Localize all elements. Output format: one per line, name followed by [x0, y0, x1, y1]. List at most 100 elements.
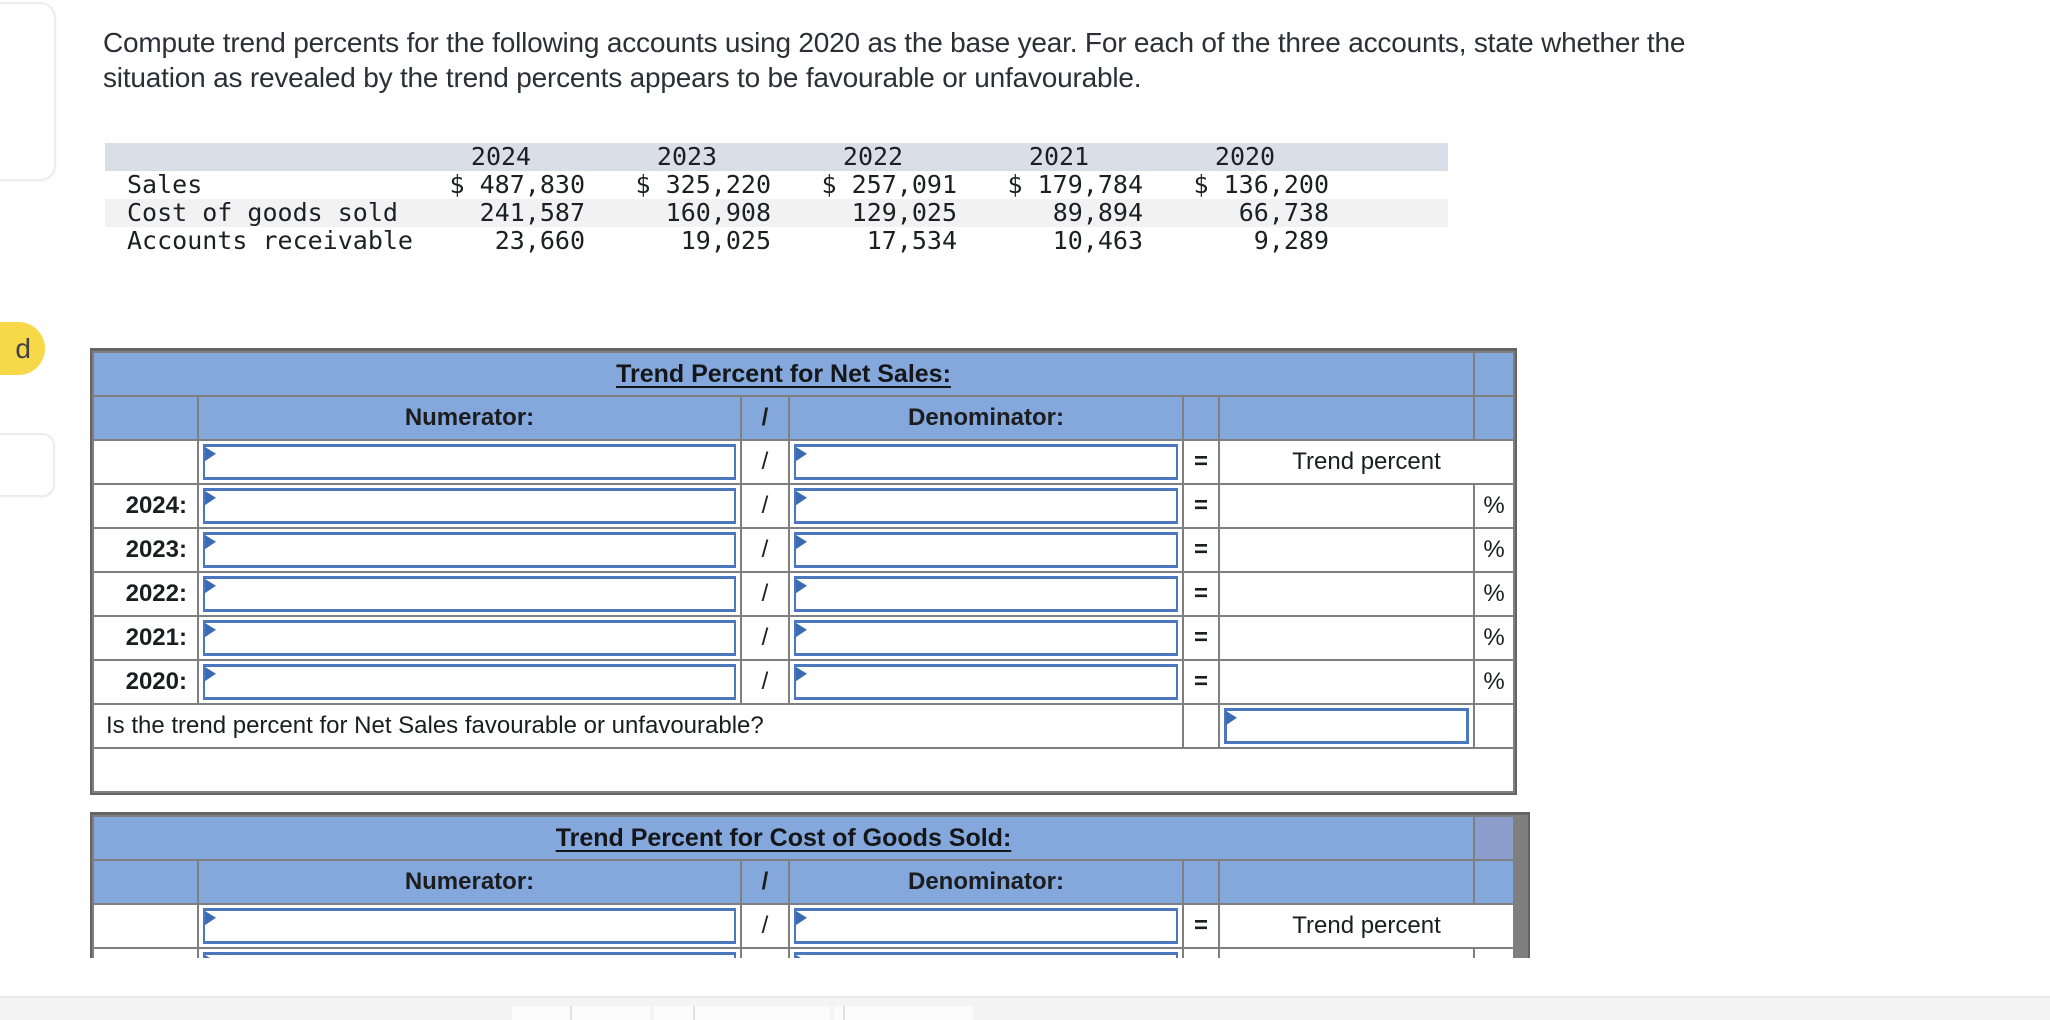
year-label-cell-clipped — [94, 949, 197, 958]
worksheet-title: Trend Percent for Net Sales: — [616, 359, 951, 388]
numerator-input-cell — [199, 617, 740, 659]
header-spacer-cell — [1184, 397, 1218, 439]
table-row-sales: Sales $ 487,830 $ 325,220 $ 257,091 $ 17… — [105, 171, 1448, 199]
instruction-line-1: Compute trend percents for the following… — [103, 27, 1686, 58]
instruction-text: Compute trend percents for the following… — [103, 25, 2003, 95]
toolbar-button-fragment[interactable] — [834, 1006, 973, 1020]
trend-percent-value-cell — [1220, 617, 1473, 659]
cogs-numerator-input[interactable] — [203, 908, 736, 944]
empty-cell — [1184, 705, 1218, 747]
slash-cell: / — [742, 485, 788, 527]
cell-value: 241,587 — [479, 198, 585, 227]
toolbar-button-fragment[interactable] — [512, 1006, 650, 1020]
year-label-2023: 2023: — [94, 529, 197, 571]
denominator-input-cell — [790, 485, 1182, 527]
slash-header: / — [742, 397, 788, 439]
side-panel-fragment-top — [0, 2, 56, 181]
numerator-header: Numerator: — [199, 861, 740, 903]
header-spacer-cell — [94, 861, 197, 903]
worksheet-title: Trend Percent for Cost of Goods Sold: — [555, 823, 1012, 852]
numerator-input-cell — [199, 949, 740, 958]
cell-value: 10,463 — [1052, 226, 1143, 255]
year-label-2021: 2021: — [94, 617, 197, 659]
cogs-denominator-input-2024[interactable] — [794, 952, 1178, 958]
favourable-answer-cell — [1220, 705, 1473, 747]
header-spacer-cell — [1475, 861, 1513, 903]
slash-cell: / — [742, 661, 788, 703]
numerator-input-cell — [199, 661, 740, 703]
cell-value: 129,025 — [851, 198, 957, 227]
year-header: 2021 — [1028, 142, 1090, 171]
cell-value: 17,534 — [866, 226, 957, 255]
equals-cell: = — [1184, 441, 1218, 483]
side-panel-fragment-bottom — [0, 433, 55, 497]
year-header: 2022 — [842, 142, 904, 171]
toolbar-button-fragment[interactable] — [654, 1006, 830, 1020]
numerator-input-cell — [199, 485, 740, 527]
empty-cell — [1475, 705, 1513, 747]
cell-value: 89,894 — [1052, 198, 1143, 227]
cogs-worksheet: Trend Percent for Cost of Goods Sold: Nu… — [90, 812, 1530, 958]
net-sales-question: Is the trend percent for Net Sales favou… — [94, 705, 1182, 747]
net-sales-denominator-input-2022[interactable] — [794, 576, 1178, 612]
cell-value: 19,025 — [680, 226, 771, 255]
cogs-worksheet-clip: Trend Percent for Cost of Goods Sold: Nu… — [90, 812, 1530, 958]
equals-cell: = — [1184, 905, 1218, 947]
slash-cell: / — [742, 617, 788, 659]
net-sales-numerator-input-2021[interactable] — [203, 620, 736, 656]
percent-sign-cell: % — [1475, 485, 1513, 527]
empty-cell — [1184, 949, 1218, 958]
cogs-numerator-input-2024[interactable] — [203, 952, 736, 958]
net-sales-numerator-input-2022[interactable] — [203, 576, 736, 612]
percent-sign-cell: % — [1475, 573, 1513, 615]
net-sales-favourable-input[interactable] — [1224, 708, 1469, 744]
cell-value: 66,738 — [1238, 198, 1329, 227]
net-sales-denominator-input[interactable] — [794, 444, 1178, 480]
bottom-toolbar-fragment — [0, 996, 2050, 1020]
equals-cell: = — [1184, 661, 1218, 703]
net-sales-denominator-input-2023[interactable] — [794, 532, 1178, 568]
title-row-end-cell — [1475, 353, 1513, 395]
year-header: 2020 — [1214, 142, 1276, 171]
net-sales-denominator-input-2020[interactable] — [794, 664, 1178, 700]
cell-value: 160,908 — [665, 198, 771, 227]
trend-percent-label-cell: Trend percent — [1220, 905, 1513, 947]
net-sales-numerator-input-2020[interactable] — [203, 664, 736, 700]
equals-cell: = — [1184, 617, 1218, 659]
net-sales-numerator-input[interactable] — [203, 444, 736, 480]
instruction-line-2: situation as revealed by the trend perce… — [103, 62, 1142, 93]
slash-cell-clipped — [742, 949, 788, 958]
worksheet-title-cell: Trend Percent for Net Sales: — [94, 353, 1473, 395]
spacer-row — [94, 749, 1513, 791]
equals-cell: = — [1184, 573, 1218, 615]
year-label-2024: 2024: — [94, 485, 197, 527]
numerator-input-cell — [199, 905, 740, 947]
slash-cell: / — [742, 529, 788, 571]
title-row-end-cell — [1475, 817, 1513, 859]
percent-sign-cell: % — [1475, 661, 1513, 703]
trend-percent-value-cell — [1220, 529, 1473, 571]
table-row-cogs: Cost of goods sold 241,587 160,908 129,0… — [105, 199, 1448, 227]
net-sales-denominator-input-2021[interactable] — [794, 620, 1178, 656]
percent-sign-cell: % — [1475, 617, 1513, 659]
numerator-input-cell — [199, 573, 740, 615]
sidebar-badge-label: d — [15, 332, 31, 364]
denominator-header: Denominator: — [790, 397, 1182, 439]
net-sales-numerator-input-2024[interactable] — [203, 488, 736, 524]
row-label: Cost of goods sold — [127, 198, 398, 227]
header-spacer-cell — [94, 397, 197, 439]
cogs-denominator-input[interactable] — [794, 908, 1178, 944]
net-sales-denominator-input-2024[interactable] — [794, 488, 1178, 524]
equals-cell: = — [1184, 485, 1218, 527]
net-sales-numerator-input-2023[interactable] — [203, 532, 736, 568]
toolbar-divider — [570, 1006, 572, 1020]
percent-sign-cell: % — [1475, 529, 1513, 571]
cell-value: $ 257,091 — [821, 170, 957, 199]
slash-cell: / — [742, 573, 788, 615]
denominator-input-cell — [790, 905, 1182, 947]
sidebar-badge[interactable]: d — [0, 322, 45, 375]
slash-cell: / — [742, 441, 788, 483]
empty-cell — [1220, 949, 1473, 958]
cell-value: 9,289 — [1253, 226, 1329, 255]
year-header: 2023 — [656, 142, 718, 171]
